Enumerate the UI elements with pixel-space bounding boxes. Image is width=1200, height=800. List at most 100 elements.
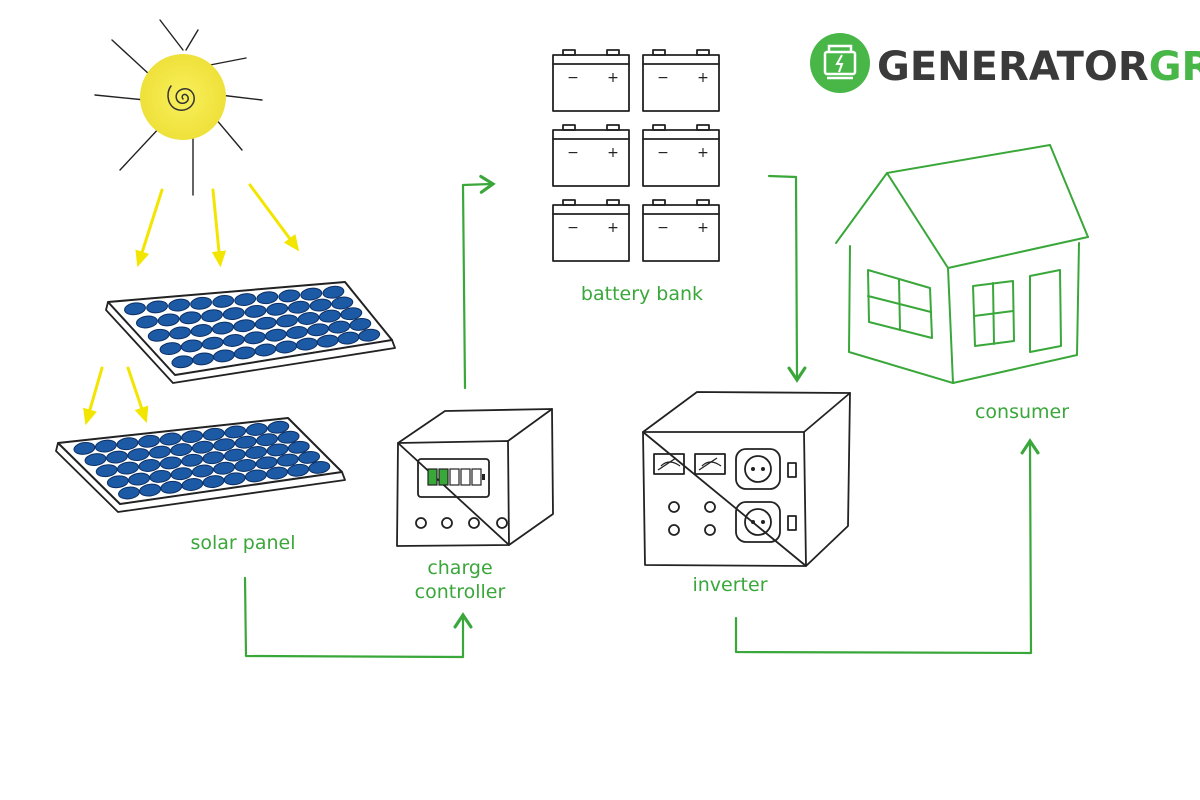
solar-cell (318, 309, 341, 323)
battery-plus-label: + (697, 70, 709, 86)
charge-level-indicator (427, 468, 485, 486)
logo: GENERATORGRID (810, 33, 1200, 93)
solar-cell (116, 437, 139, 451)
solar-cell (358, 328, 381, 342)
solar-cell (202, 427, 225, 441)
solar-cell (146, 300, 169, 314)
solar-cell (267, 420, 290, 434)
solar-cell (297, 312, 320, 325)
solar-cell (73, 441, 96, 455)
solar-cell (349, 317, 372, 331)
solar-cell (222, 307, 245, 321)
battery-minus-label: − (567, 220, 579, 236)
battery-minus-label: − (657, 220, 669, 236)
label-charge-controller-line1: charge (427, 557, 492, 579)
solar-cell (201, 309, 223, 323)
solar-cell (168, 298, 191, 312)
solar-cell (234, 293, 257, 307)
solar-cell (254, 316, 277, 330)
solar-cell (117, 461, 139, 475)
solar-cell (159, 456, 182, 470)
solar-cell (308, 460, 331, 474)
charge-controller-icon (396, 408, 554, 547)
solar-cell (256, 433, 279, 447)
sunlight-arrows (83, 183, 300, 426)
solar-panel-bottom (55, 417, 346, 513)
solar-cell (170, 443, 193, 457)
generator-logo-icon (810, 33, 870, 93)
flow-arrow-inverter-to-consumer (734, 438, 1040, 655)
battery-minus-label: − (567, 70, 579, 86)
solar-cell (322, 285, 345, 299)
solar-cell (84, 453, 107, 467)
solar-cell (179, 311, 202, 325)
battery-plus-label: + (697, 145, 709, 161)
battery-icon: − + (552, 199, 630, 262)
solar-cell (213, 438, 236, 452)
solar-cell (157, 313, 180, 327)
sun-icon (94, 19, 263, 196)
solar-panel-icon (55, 281, 396, 513)
solar-cell (278, 289, 301, 303)
solar-cell (135, 315, 158, 329)
solar-cell (234, 435, 257, 449)
solar-cell (147, 328, 170, 342)
solar-cell (244, 304, 267, 318)
solar-cell (340, 307, 363, 321)
inverter-icon (642, 391, 851, 567)
solar-cell (245, 446, 268, 459)
solar-cell (233, 319, 256, 333)
solar-cell (300, 287, 323, 301)
battery-plus-label: + (697, 220, 709, 236)
label-charge-controller-line2: controller (415, 581, 506, 603)
house-icon (835, 144, 1089, 384)
solar-cell (298, 450, 321, 464)
battery-icon: − + (642, 49, 720, 112)
solar-cell (94, 439, 117, 453)
label-consumer: consumer (975, 401, 1069, 423)
solar-cell (287, 440, 310, 454)
solar-cell (202, 451, 225, 465)
solar-cell (190, 296, 213, 310)
label-solar-panel: solar panel (190, 532, 295, 554)
label-battery-bank: battery bank (581, 283, 703, 305)
battery-plus-label: + (607, 220, 619, 236)
solar-cell (287, 300, 310, 314)
solar-panel-top (105, 281, 396, 384)
battery-icon: − + (642, 124, 720, 187)
solar-cell (124, 302, 146, 316)
logo-text-green: GRID (1149, 44, 1200, 90)
battery-minus-label: − (567, 145, 579, 161)
solar-cell (169, 326, 192, 340)
solar-cell (245, 423, 268, 436)
solar-cell (211, 321, 234, 335)
label-inverter: inverter (692, 574, 767, 596)
solar-cell (331, 296, 354, 310)
battery-bank: − + − +− + − +− + − + (552, 49, 720, 262)
solar-cell (256, 291, 279, 305)
solar-cell (309, 298, 332, 312)
solar-cell (277, 430, 300, 444)
solar-cell (106, 450, 128, 464)
flow-arrow-controller-to-battery (461, 174, 496, 390)
logo-text: GENERATORGRID (877, 44, 1200, 90)
battery-icon: − + (552, 49, 630, 112)
solar-cell (212, 294, 235, 308)
battery-plus-label: + (607, 70, 619, 86)
logo-text-dark: GENERATOR (877, 44, 1149, 90)
battery-minus-label: − (657, 145, 669, 161)
solar-cell (127, 448, 150, 462)
battery-minus-label: − (657, 70, 669, 86)
solar-cell (181, 430, 204, 444)
flow-arrow-battery-to-inverter (767, 174, 807, 383)
solar-cell (224, 425, 247, 439)
solar-cell (159, 432, 182, 446)
solar-cell (148, 445, 171, 459)
solar-cell (266, 302, 289, 316)
battery-icon: − + (552, 124, 630, 187)
solar-cell (138, 434, 160, 448)
flow-arrow-panel-to-controller (243, 576, 473, 659)
solar-cell (191, 440, 214, 454)
solar-cell (190, 324, 213, 337)
